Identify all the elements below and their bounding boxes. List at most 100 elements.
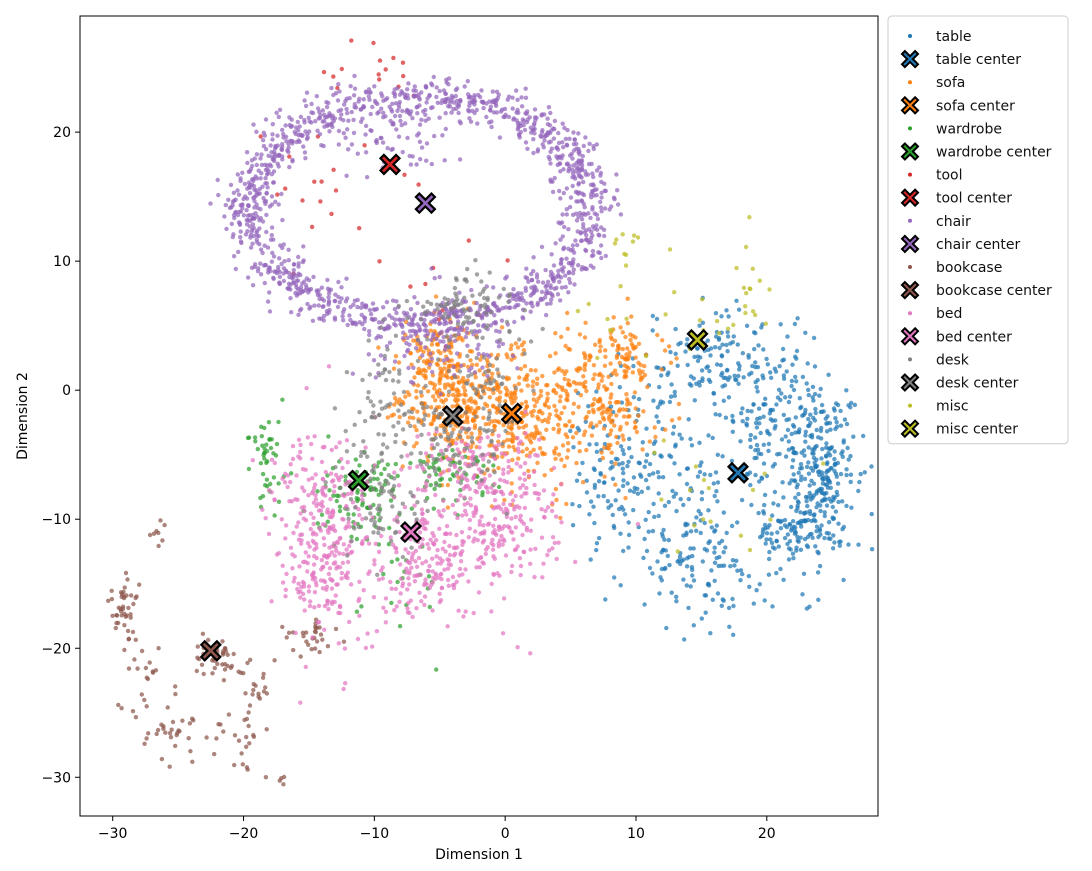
- data-point: [239, 202, 245, 208]
- data-point: [428, 537, 433, 542]
- data-point: [730, 429, 735, 434]
- data-point: [406, 576, 411, 581]
- data-point: [688, 436, 693, 442]
- data-point: [535, 460, 540, 466]
- data-point: [707, 368, 712, 374]
- data-point: [497, 573, 502, 578]
- data-point: [408, 460, 413, 466]
- data-point: [666, 370, 671, 375]
- data-point: [679, 436, 684, 441]
- data-point: [570, 423, 575, 428]
- data-point: [844, 472, 849, 478]
- data-point: [761, 461, 767, 466]
- data-point: [455, 309, 460, 315]
- data-point: [437, 526, 442, 531]
- data-point: [528, 450, 533, 455]
- data-point: [422, 602, 427, 608]
- data-point: [488, 310, 494, 315]
- data-point: [588, 215, 593, 221]
- data-point: [459, 363, 464, 368]
- data-point: [277, 107, 283, 113]
- data-point: [461, 384, 466, 390]
- data-point: [161, 726, 166, 731]
- data-point: [800, 592, 805, 597]
- data-point: [429, 161, 434, 167]
- data-point: [685, 337, 690, 342]
- data-point: [734, 558, 739, 563]
- data-point: [509, 516, 514, 521]
- data-point: [712, 493, 717, 499]
- data-point: [532, 469, 537, 474]
- data-point: [731, 334, 736, 339]
- data-point: [436, 575, 441, 580]
- data-point: [625, 481, 630, 486]
- data-point: [500, 341, 506, 347]
- data-point: [783, 434, 788, 439]
- data-point: [144, 704, 149, 709]
- data-point: [740, 351, 745, 356]
- data-point: [375, 506, 380, 511]
- data-point: [252, 262, 258, 267]
- data-point: [619, 354, 625, 360]
- data-point: [819, 436, 824, 441]
- data-point: [454, 472, 459, 478]
- data-point: [801, 448, 807, 453]
- data-point: [532, 107, 538, 112]
- data-point: [326, 571, 332, 577]
- data-point: [381, 489, 386, 494]
- data-point: [325, 507, 330, 512]
- data-point: [567, 276, 572, 282]
- data-point: [260, 219, 266, 224]
- data-point: [546, 405, 551, 410]
- data-point: [537, 408, 543, 414]
- data-point: [326, 606, 331, 612]
- data-point: [452, 304, 457, 309]
- data-point: [535, 147, 541, 152]
- data-point: [608, 404, 614, 409]
- data-point: [267, 204, 273, 209]
- data-point: [516, 441, 522, 446]
- data-point: [686, 605, 691, 611]
- data-point: [242, 717, 247, 723]
- data-point: [583, 135, 588, 140]
- data-point: [248, 245, 254, 250]
- data-point: [564, 212, 569, 217]
- data-point: [276, 499, 282, 504]
- data-point: [506, 114, 512, 120]
- data-point: [264, 727, 269, 732]
- data-point: [489, 485, 494, 490]
- data-point: [397, 510, 402, 515]
- data-point: [699, 497, 705, 502]
- data-point: [408, 112, 413, 117]
- data-point: [443, 531, 449, 536]
- data-point: [333, 445, 339, 450]
- data-point: [554, 408, 559, 413]
- data-point: [401, 73, 406, 79]
- data-point: [434, 483, 439, 488]
- data-point: [288, 282, 293, 287]
- data-point: [611, 195, 617, 200]
- data-point: [336, 82, 341, 87]
- data-point: [247, 185, 253, 190]
- data-point: [430, 540, 436, 546]
- data-point: [553, 514, 559, 519]
- data-point: [659, 566, 665, 572]
- data-point: [432, 386, 437, 391]
- data-point: [405, 108, 411, 113]
- data-point: [469, 399, 475, 404]
- data-point: [414, 389, 419, 394]
- data-point: [465, 266, 470, 272]
- data-point: [325, 601, 330, 606]
- data-point: [378, 399, 383, 404]
- data-point: [412, 511, 417, 516]
- data-point: [597, 165, 602, 170]
- data-point: [497, 329, 502, 334]
- data-point: [458, 551, 463, 556]
- data-point: [379, 471, 384, 477]
- data-point: [481, 463, 486, 468]
- data-point: [371, 410, 376, 415]
- data-point: [761, 347, 766, 352]
- data-point: [532, 482, 537, 488]
- data-point: [819, 498, 824, 504]
- data-point: [255, 269, 261, 274]
